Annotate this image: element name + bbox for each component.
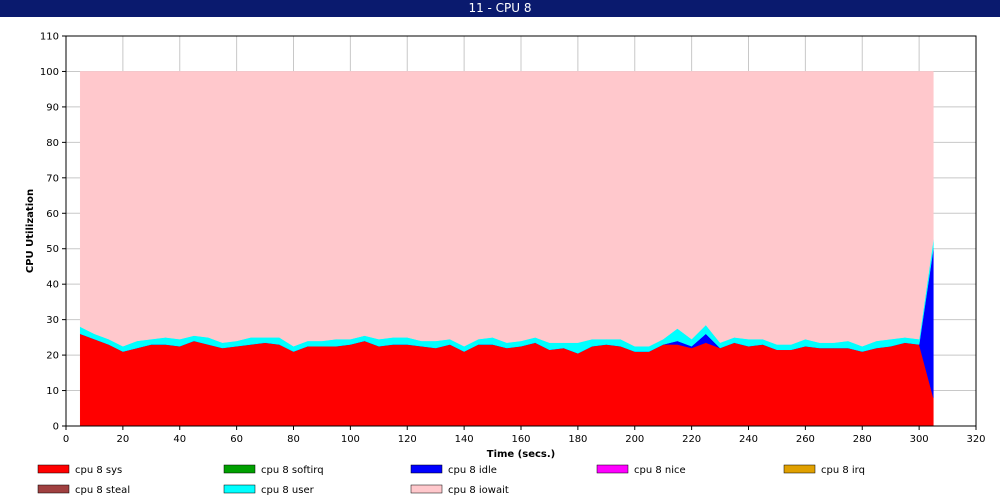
y-tick-label: 60 <box>46 209 59 220</box>
x-tick-label: 100 <box>341 434 360 445</box>
cpu-utilization-chart: 0 20 40 60 80 100 120 140 160 180 200 220 240 260 280 3… <box>25 32 986 497</box>
x-tick-label: 140 <box>455 434 474 445</box>
x-tick-label: 320 <box>966 434 985 445</box>
legend-swatch <box>223 464 256 474</box>
legend-label: cpu 8 idle <box>448 465 497 476</box>
legend: cpu 8 sys cpu 8 softirq cpu 8 idle cpu 8 ni… <box>37 464 865 496</box>
y-tick-label: 70 <box>46 173 59 184</box>
x-tick-label: 40 <box>173 434 186 445</box>
y-tick-label: 10 <box>46 386 59 397</box>
y-tick-label: 0 <box>53 422 59 433</box>
x-tick-label: 220 <box>682 434 701 445</box>
legend-label: cpu 8 sys <box>75 465 122 476</box>
legend-swatch <box>410 484 443 494</box>
x-tick-label: 240 <box>739 434 758 445</box>
y-tick-label: 90 <box>46 102 59 113</box>
legend-swatch <box>783 464 816 474</box>
x-tick-label: 80 <box>287 434 300 445</box>
y-tick-label: 40 <box>46 280 59 291</box>
y-axis-ticks: 0 10 20 30 40 50 60 70 80 90 100 110 <box>40 32 66 433</box>
stacked-areas <box>79 71 934 427</box>
x-tick-label: 260 <box>796 434 815 445</box>
y-tick-label: 100 <box>40 67 59 78</box>
x-tick-label: 200 <box>625 434 644 445</box>
area-series-7 <box>79 71 934 347</box>
legend-label: cpu 8 irq <box>821 465 865 476</box>
x-tick-label: 300 <box>910 434 929 445</box>
y-tick-label: 80 <box>46 138 59 149</box>
x-tick-label: 60 <box>230 434 243 445</box>
x-tick-label: 280 <box>853 434 872 445</box>
x-tick-label: 160 <box>511 434 530 445</box>
window-title: 11 - CPU 8 <box>468 1 532 15</box>
legend-label: cpu 8 iowait <box>448 485 509 496</box>
legend-label: cpu 8 nice <box>634 465 686 476</box>
legend-swatch <box>596 464 629 474</box>
legend-swatch <box>410 464 443 474</box>
legend-label: cpu 8 user <box>261 485 315 496</box>
y-tick-label: 110 <box>40 32 59 43</box>
y-axis-label: CPU Utilization <box>25 189 36 273</box>
x-axis-ticks: 0 20 40 60 80 100 120 140 160 180 200 220 240 260 280 3… <box>63 426 986 445</box>
x-tick-label: 120 <box>398 434 417 445</box>
legend-swatch <box>37 484 70 494</box>
x-tick-label: 0 <box>63 434 69 445</box>
legend-label: cpu 8 steal <box>75 485 130 496</box>
x-axis-label: Time (secs.) <box>487 449 556 460</box>
x-tick-label: 180 <box>568 434 587 445</box>
legend-swatch <box>223 484 256 494</box>
legend-swatch <box>37 464 70 474</box>
y-tick-label: 30 <box>46 315 59 326</box>
x-tick-label: 20 <box>117 434 130 445</box>
y-tick-label: 20 <box>46 351 59 362</box>
window-title-bar: 11 - CPU 8 <box>0 0 1000 17</box>
legend-label: cpu 8 softirq <box>261 465 324 476</box>
y-tick-label: 50 <box>46 244 59 255</box>
